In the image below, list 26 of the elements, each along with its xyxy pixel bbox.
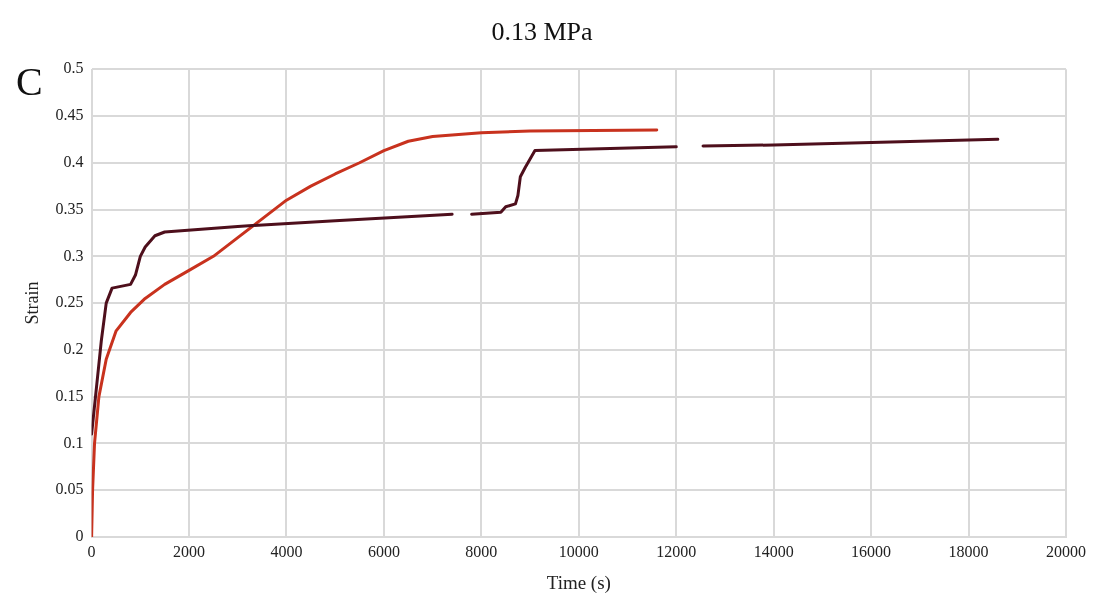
x-tick-label: 12000	[656, 542, 697, 560]
y-tick-label: 0.5	[63, 59, 84, 77]
x-tick-label: 16000	[851, 542, 892, 560]
x-tick-label: 20000	[1046, 542, 1086, 560]
x-tick-label: 18000	[948, 542, 989, 560]
x-tick-label: 10000	[558, 542, 599, 560]
chart-title: 0.13 MPa	[491, 17, 594, 47]
y-tick-label: 0.2	[63, 340, 84, 358]
x-tick-label: 6000	[367, 542, 400, 560]
y-tick-label: 0.35	[55, 199, 84, 217]
y-tick-label: 0	[75, 527, 84, 545]
x-tick-label: 4000	[270, 542, 303, 560]
x-tick-label: 2000	[173, 542, 206, 560]
x-axis-title: Time (s)	[546, 571, 611, 594]
y-tick-label: 0.3	[63, 246, 84, 264]
text: C	[16, 58, 43, 105]
x-tick-label: 8000	[465, 542, 498, 560]
y-tick-label: 0.1	[63, 433, 84, 451]
y-tick-label: 0.45	[55, 106, 84, 124]
y-axis-title: Strain	[21, 281, 42, 325]
x-tick-label: 0	[87, 542, 96, 560]
x-tick-label: 14000	[753, 542, 794, 560]
y-tick-label: 0.4	[63, 152, 84, 170]
y-tick-label: 0.25	[55, 293, 84, 311]
y-tick-label: 0.05	[55, 480, 84, 498]
y-tick-label: 0.15	[55, 386, 84, 404]
